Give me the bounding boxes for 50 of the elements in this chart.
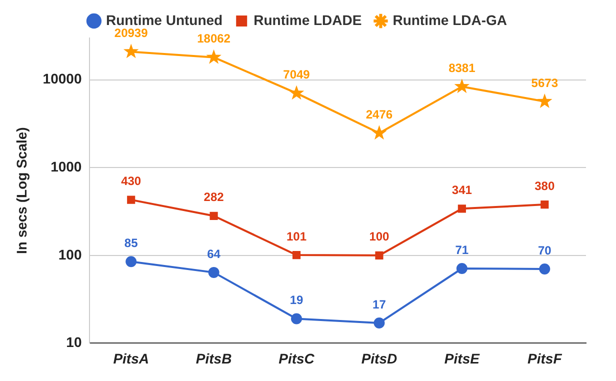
point: [372, 125, 387, 140]
point: [123, 44, 139, 58]
data-label: 341: [452, 182, 472, 197]
x-tick-label: PitsC: [278, 350, 316, 366]
x-tick-label: PitsB: [196, 350, 232, 366]
y-tick-label: 1000: [50, 158, 82, 175]
point: [126, 256, 137, 268]
data-label: 5673: [531, 76, 558, 90]
data-label: 18062: [197, 32, 231, 46]
data-label: 19: [290, 293, 304, 308]
data-label: 7049: [283, 68, 310, 82]
x-tick-label: PitsA: [113, 350, 149, 366]
data-label: 100: [369, 230, 390, 244]
data-label: 20939: [114, 26, 148, 40]
point: [127, 196, 136, 204]
data-label: 2476: [366, 107, 393, 122]
point: [540, 200, 549, 209]
legend-label: Runtime LDA-GA: [392, 12, 508, 28]
data-label: 64: [207, 246, 221, 261]
point: [458, 204, 466, 213]
data-label: 101: [286, 229, 307, 244]
data-label: 85: [124, 236, 138, 250]
legend-label: Runtime LDADE: [254, 12, 362, 28]
point: [456, 262, 468, 274]
point: [291, 313, 302, 324]
x-tick-label: PitsF: [528, 350, 562, 366]
point: [539, 264, 550, 275]
y-axis-title: In secs (Log Scale): [13, 127, 30, 254]
point: [210, 212, 218, 220]
point: [537, 93, 552, 108]
point: [288, 85, 304, 100]
point: [208, 266, 220, 278]
x-tick-label: PitsD: [361, 350, 398, 366]
point: [375, 251, 384, 260]
data-label: 71: [455, 242, 469, 257]
y-tick-label: 10: [66, 334, 82, 350]
point: [454, 78, 470, 94]
point: [206, 49, 222, 64]
point: [292, 251, 301, 260]
data-label: 380: [534, 178, 555, 193]
x-tick-label: PitsE: [444, 350, 480, 366]
data-label: 430: [121, 174, 142, 188]
data-label: 70: [538, 243, 552, 258]
data-label: 282: [204, 190, 224, 204]
point: [374, 317, 385, 328]
data-label: 17: [372, 297, 386, 312]
y-tick-label: 10000: [42, 70, 82, 87]
y-tick-label: 100: [58, 246, 82, 262]
legend-label: Runtime Untuned: [106, 12, 223, 28]
data-label: 8381: [448, 60, 476, 75]
